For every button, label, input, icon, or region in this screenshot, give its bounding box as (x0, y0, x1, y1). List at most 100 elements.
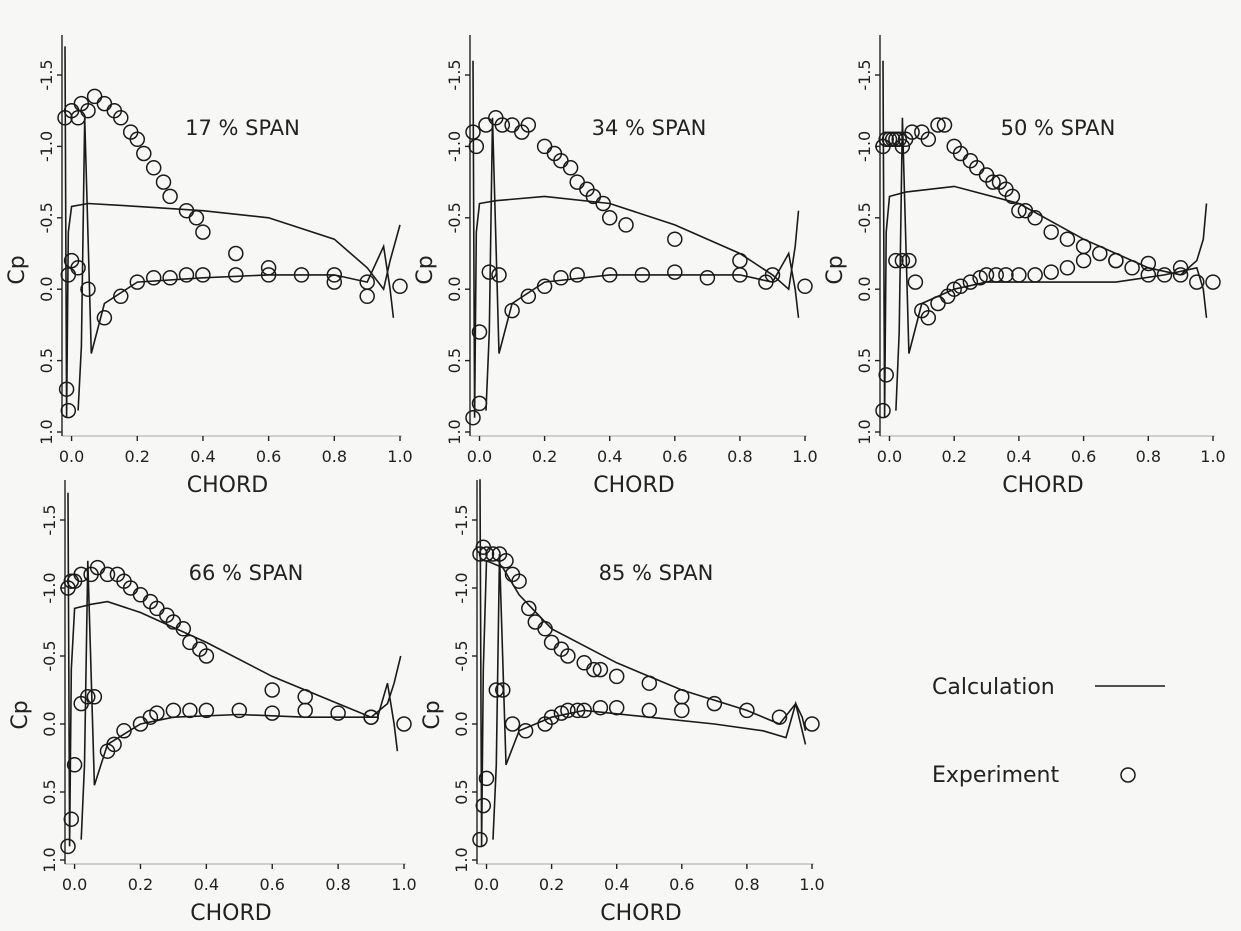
experiment-point (99, 566, 116, 583)
experiment-point (60, 838, 76, 855)
x-tick-label: 0.0 (877, 447, 902, 466)
x-tick-label: 0.4 (1006, 447, 1031, 466)
experiment-point (481, 264, 498, 280)
experiment-point (80, 281, 96, 297)
y-tick-label: -1.0 (40, 572, 59, 603)
experiment-point (297, 702, 313, 719)
experiment-point (260, 267, 277, 283)
experiment-point (875, 402, 891, 419)
experiment-point (188, 210, 205, 226)
experiment-point (962, 274, 979, 290)
experiment-point (920, 131, 937, 148)
y-tick-label: -0.5 (445, 202, 464, 233)
experiment-point (595, 195, 611, 212)
experiment-point (297, 689, 313, 705)
y-tick-label: 1.0 (40, 847, 59, 872)
experiment-point (576, 702, 592, 719)
experiment-point (129, 274, 146, 290)
experiment-point (988, 267, 1004, 283)
experiment-point (1172, 267, 1189, 283)
legend-calculation-label: Calculation (932, 675, 1055, 700)
experiment-point (560, 648, 576, 664)
experiment-point (732, 252, 748, 269)
experiment-point (878, 367, 894, 383)
panel-title: 85 % SPAN (599, 561, 714, 585)
experiment-point (106, 736, 122, 753)
x-axis-label: CHORD (190, 901, 271, 926)
experiment-point (667, 231, 683, 247)
x-tick-label: 0.6 (256, 447, 281, 466)
y-tick-label: 1.0 (855, 419, 874, 444)
y-tick-label: -1.0 (37, 131, 56, 162)
x-tick-label: 0.4 (604, 875, 629, 894)
x-tick-label: 0.2 (539, 875, 564, 894)
y-tick-label: 1.0 (452, 847, 471, 872)
y-tick-label: -1.0 (855, 131, 874, 162)
experiment-point (116, 723, 132, 739)
experiment-point (182, 634, 198, 651)
experiment-point (198, 702, 215, 719)
experiment-point (494, 117, 511, 133)
y-tick-label: 0.5 (37, 348, 56, 373)
calculation-line (492, 553, 807, 840)
experiment-point (198, 648, 215, 664)
experiment-point (330, 705, 346, 721)
x-tick-label: 0.2 (128, 875, 153, 894)
y-axis-label: Cp (8, 700, 33, 729)
calculation-line (895, 117, 1208, 411)
y-tick-label: 0.0 (37, 276, 56, 301)
experiment-point (80, 102, 96, 119)
experiment-point (901, 252, 917, 269)
x-tick-label: 1.0 (391, 875, 416, 894)
experiment-point (952, 278, 969, 295)
experiment-point (1027, 267, 1043, 283)
experiment-point (732, 267, 748, 283)
experiment-point (601, 267, 618, 283)
calculation-line (67, 492, 402, 847)
panel-title: 66 % SPAN (189, 561, 304, 585)
experiment-point (1011, 267, 1027, 283)
experiment-point (363, 709, 379, 725)
experiment-point (293, 267, 310, 283)
experiment-point (592, 661, 609, 678)
y-tick-label: 1.0 (445, 419, 464, 444)
experiment-point (260, 260, 277, 276)
experiment-point (182, 702, 198, 719)
x-tick-label: 1.0 (1200, 447, 1225, 466)
calculation-line (64, 46, 401, 418)
experiment-point (471, 395, 488, 412)
experiment-point (771, 709, 788, 725)
y-tick-label: 1.0 (37, 419, 56, 444)
experiment-point (569, 702, 586, 719)
x-axis-label: CHORD (1002, 473, 1083, 498)
experiment-point (907, 274, 924, 290)
panel-title: 50 % SPAN (1001, 116, 1116, 140)
experiment-point (113, 288, 129, 305)
experiment-point (359, 288, 375, 305)
panel-1: 1.0 0.5 0.0 -0.5 -1.0 -1.5 0.0 0.2 0.4 0.6 0.8 1.0 C… (5, 35, 413, 498)
experiment-point (96, 95, 113, 112)
calculation-line (485, 117, 800, 411)
experiment-point (264, 682, 280, 698)
experiment-point (1124, 260, 1140, 276)
calculation-line (472, 60, 800, 418)
experiment-point (543, 709, 560, 725)
y-tick-label: -0.5 (452, 640, 471, 671)
experiment-point (1156, 267, 1173, 283)
experiment-point (58, 381, 75, 397)
x-tick-label: 0.0 (467, 447, 492, 466)
experiment-point (326, 267, 343, 283)
experiment-point (504, 716, 521, 732)
panel-title: 34 % SPAN (592, 116, 707, 140)
experiment-point (1043, 224, 1059, 240)
experiment-point (1075, 252, 1092, 269)
experiment-point (478, 117, 494, 133)
experiment-point (136, 145, 152, 162)
experiment-point (601, 210, 618, 226)
experiment-point (930, 295, 946, 312)
experiment-point (586, 661, 602, 678)
experiment-point (145, 160, 162, 176)
experiment-point (264, 705, 280, 721)
y-tick-label: 0.5 (855, 348, 874, 373)
y-axis-label: Cp (413, 255, 438, 284)
